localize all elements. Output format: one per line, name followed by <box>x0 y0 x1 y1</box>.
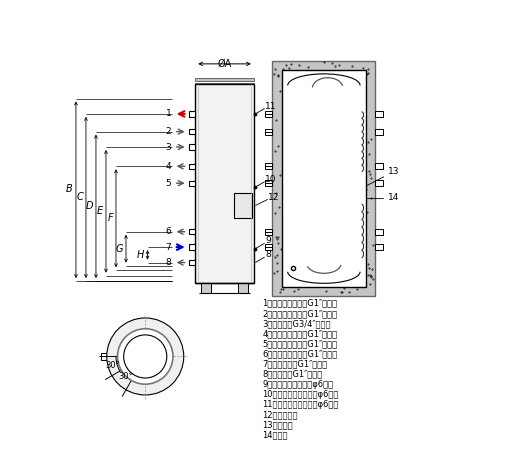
Text: H: H <box>137 250 144 260</box>
Text: 1、生活热水出口（G1″外丝）: 1、生活热水出口（G1″外丝） <box>262 299 337 308</box>
Text: 6、一次循环出口（G1″外丝）: 6、一次循环出口（G1″外丝） <box>262 350 337 358</box>
Text: 4: 4 <box>166 162 171 171</box>
Bar <box>238 283 247 292</box>
Bar <box>375 229 383 235</box>
Bar <box>375 244 383 250</box>
Text: 10: 10 <box>265 175 277 184</box>
Bar <box>118 368 124 373</box>
Text: C: C <box>76 192 83 202</box>
Text: 8: 8 <box>166 258 171 267</box>
Text: F: F <box>107 213 113 223</box>
Bar <box>288 190 360 193</box>
Bar <box>375 129 383 135</box>
Circle shape <box>124 335 167 378</box>
Text: 12: 12 <box>269 193 280 202</box>
Bar <box>128 378 134 383</box>
Bar <box>281 70 366 287</box>
Text: 8: 8 <box>265 250 271 259</box>
Bar <box>201 283 211 292</box>
Bar <box>195 83 254 86</box>
Bar <box>265 180 272 186</box>
Circle shape <box>107 318 184 395</box>
Bar <box>189 260 195 265</box>
Text: 9、下部感温探头孔（φ6孔）: 9、下部感温探头孔（φ6孔） <box>262 380 333 389</box>
Text: 14: 14 <box>388 192 399 202</box>
Bar <box>189 129 195 134</box>
Text: 5、一次循环进口（G1″外丝）: 5、一次循环进口（G1″外丝） <box>262 339 337 348</box>
Text: B: B <box>66 184 73 194</box>
Text: ØA: ØA <box>218 59 232 69</box>
Bar <box>265 129 272 135</box>
Bar <box>375 111 383 117</box>
Text: 6: 6 <box>166 227 171 236</box>
Text: 12、电器盒罩: 12、电器盒罩 <box>262 410 298 419</box>
Text: 13、电热管: 13、电热管 <box>262 421 293 430</box>
Text: 10、中部感温探头孔（φ6孔）: 10、中部感温探头孔（φ6孔） <box>262 390 339 399</box>
Text: 8、排污口（G1″外丝）: 8、排污口（G1″外丝） <box>262 370 323 379</box>
Text: 7、冷水进口（G1″外丝）: 7、冷水进口（G1″外丝） <box>262 360 328 369</box>
Bar <box>100 353 107 359</box>
Text: 30°: 30° <box>118 372 133 380</box>
Bar <box>189 144 195 150</box>
Bar <box>265 244 272 250</box>
Text: 5: 5 <box>166 179 171 188</box>
Text: E: E <box>97 206 103 216</box>
Text: 2、二次循环进口（G1″外丝）: 2、二次循环进口（G1″外丝） <box>262 309 337 318</box>
Text: G: G <box>116 244 123 254</box>
Bar <box>195 78 254 81</box>
Bar <box>375 163 383 169</box>
Bar <box>189 244 195 250</box>
Text: 11: 11 <box>265 102 277 111</box>
Circle shape <box>118 329 173 384</box>
Bar <box>375 180 383 186</box>
Text: 3: 3 <box>166 143 171 152</box>
Bar <box>272 61 375 296</box>
Text: 7: 7 <box>166 242 171 252</box>
Bar <box>288 185 360 189</box>
Bar <box>265 229 272 235</box>
Bar <box>189 111 195 117</box>
Bar <box>195 87 254 90</box>
Bar <box>265 111 272 117</box>
Text: 9: 9 <box>265 236 271 245</box>
Text: 3、回流口（G3/4″外丝）: 3、回流口（G3/4″外丝） <box>262 319 331 328</box>
Bar <box>189 181 195 186</box>
Text: 13: 13 <box>388 167 399 176</box>
Text: 14、镁棒: 14、镁棒 <box>262 431 288 440</box>
Bar <box>189 164 195 169</box>
Text: 2: 2 <box>166 127 171 136</box>
Text: 11、上部感温探头孔（φ6孔）: 11、上部感温探头孔（φ6孔） <box>262 400 339 410</box>
Text: D: D <box>85 201 93 212</box>
Bar <box>195 84 254 283</box>
Bar <box>265 163 272 169</box>
Text: 30°: 30° <box>105 361 120 370</box>
Bar <box>234 193 252 218</box>
Bar <box>189 229 195 234</box>
Text: 4、二次循环出口（G1″外丝）: 4、二次循环出口（G1″外丝） <box>262 329 337 338</box>
Text: 1: 1 <box>166 110 171 118</box>
